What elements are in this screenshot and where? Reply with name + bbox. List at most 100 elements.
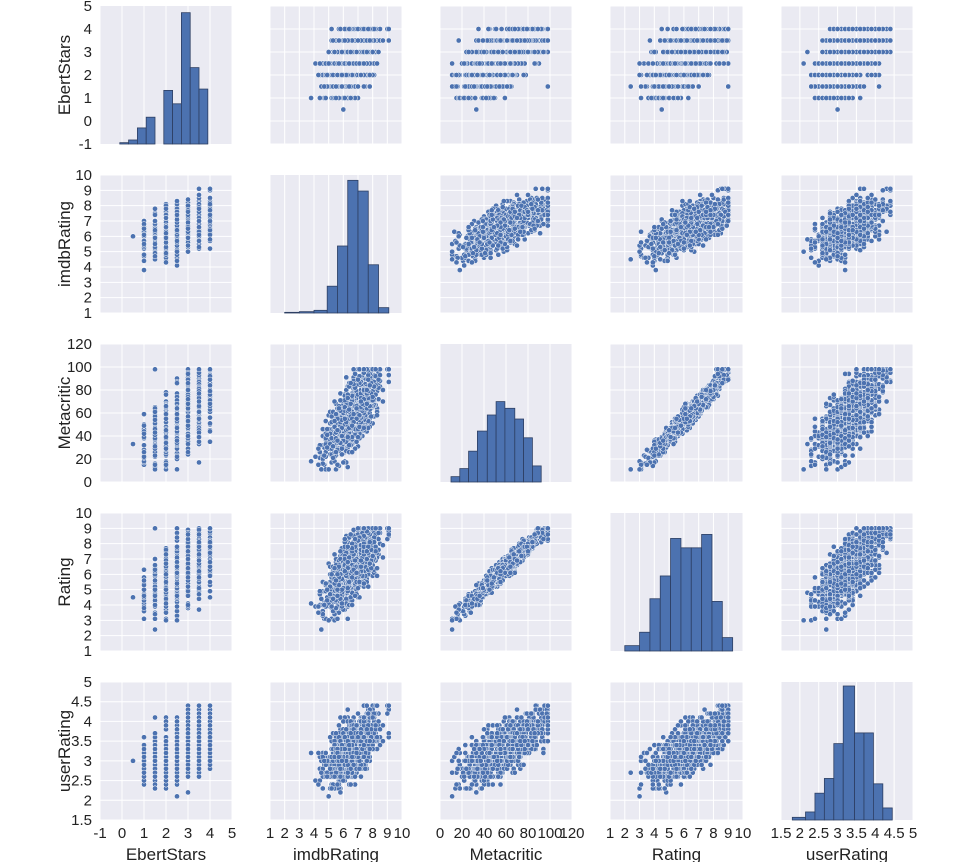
scatter-point [661,95,666,100]
scatter-point [665,26,670,31]
scatter-point [487,72,492,77]
scatter-point [367,38,372,43]
scatter-point [876,84,881,89]
scatter-point [347,61,352,66]
scatter-point [329,26,334,31]
scatter-point [674,72,679,77]
scatter-point [499,26,504,31]
scatter-point [486,26,491,31]
histogram-bar [173,104,182,144]
scatter-point [661,84,666,89]
scatter-point [675,95,680,100]
scatter-point [342,95,347,100]
scatter-point [386,38,391,43]
scatter-point [668,38,673,43]
scatter-point [491,95,496,100]
scatter-point [662,38,667,43]
panel-EbertStars-vs-userRating [781,6,913,144]
scatter-point [524,26,529,31]
scatter-point [474,107,479,112]
scatter-point [659,107,664,112]
scatter-point [652,49,657,54]
scatter-point [510,72,515,77]
scatter-point [650,61,655,66]
scatter-point [684,38,689,43]
scatter-point [702,26,707,31]
scatter-point [361,61,366,66]
scatter-point [535,26,540,31]
scatter-point [708,61,713,66]
scatter-point [678,38,683,43]
scatter-point [485,84,490,89]
scatter-point [336,61,341,66]
scatter-point [667,72,672,77]
scatter-point [659,26,664,31]
scatter-point [339,49,344,54]
scatter-point [317,61,322,66]
panel-EbertStars-vs-Metacritic [440,6,572,144]
scatter-point [367,84,372,89]
scatter-point [669,49,674,54]
scatter-point [683,61,688,66]
histogram-bar [129,140,138,144]
scatter-point [466,49,471,54]
scatter-point [701,72,706,77]
scatter-point [498,61,503,66]
scatter-point [505,38,510,43]
scatter-point [681,72,686,77]
scatter-point [454,84,459,89]
histogram-bar [137,128,146,144]
scatter-point [708,38,713,43]
scatter-point [649,95,654,100]
scatter-point [687,49,692,54]
scatter-point [462,61,467,66]
scatter-point [473,95,478,100]
scatter-point [512,26,517,31]
scatter-point [720,49,725,54]
scatter-point [348,95,353,100]
scatter-point [338,26,343,31]
histogram-bar [164,90,173,144]
scatter-point [502,95,507,100]
scatter-point [686,95,691,100]
scatter-point [358,72,363,77]
scatter-point [367,72,372,77]
scatter-point [692,72,697,77]
scatter-point [717,61,722,66]
scatter-point [637,61,642,66]
scatter-point [638,84,643,89]
scatter-point [317,95,322,100]
scatter-point [545,38,550,43]
scatter-point [508,61,513,66]
scatter-point [316,72,321,77]
scatter-point [333,84,338,89]
scatter-point [637,72,642,77]
scatter-point [342,38,347,43]
scatter-point [696,49,701,54]
scatter-point [380,38,385,43]
scatter-point [545,84,550,89]
histogram-bar [199,89,208,144]
scatter-point [326,49,331,54]
scatter-point [339,84,344,89]
scatter-point [355,84,360,89]
scatter-point [661,61,666,66]
scatter-point [858,95,863,100]
scatter-point [652,84,657,89]
scatter-point [330,38,335,43]
scatter-point [477,61,482,66]
scatter-point [667,84,672,89]
scatter-point [678,49,683,54]
scatter-point [696,84,701,89]
scatter-point [454,72,459,77]
scatter-point [480,38,485,43]
scatter-point [339,72,344,77]
scatter-point [326,61,331,66]
scatter-point [701,38,706,43]
scatter-point [323,95,328,100]
scatter-point [480,72,485,77]
scatter-point [532,49,537,54]
scatter-point [522,38,527,43]
scatter-point [355,38,360,43]
scatter-point [680,26,685,31]
